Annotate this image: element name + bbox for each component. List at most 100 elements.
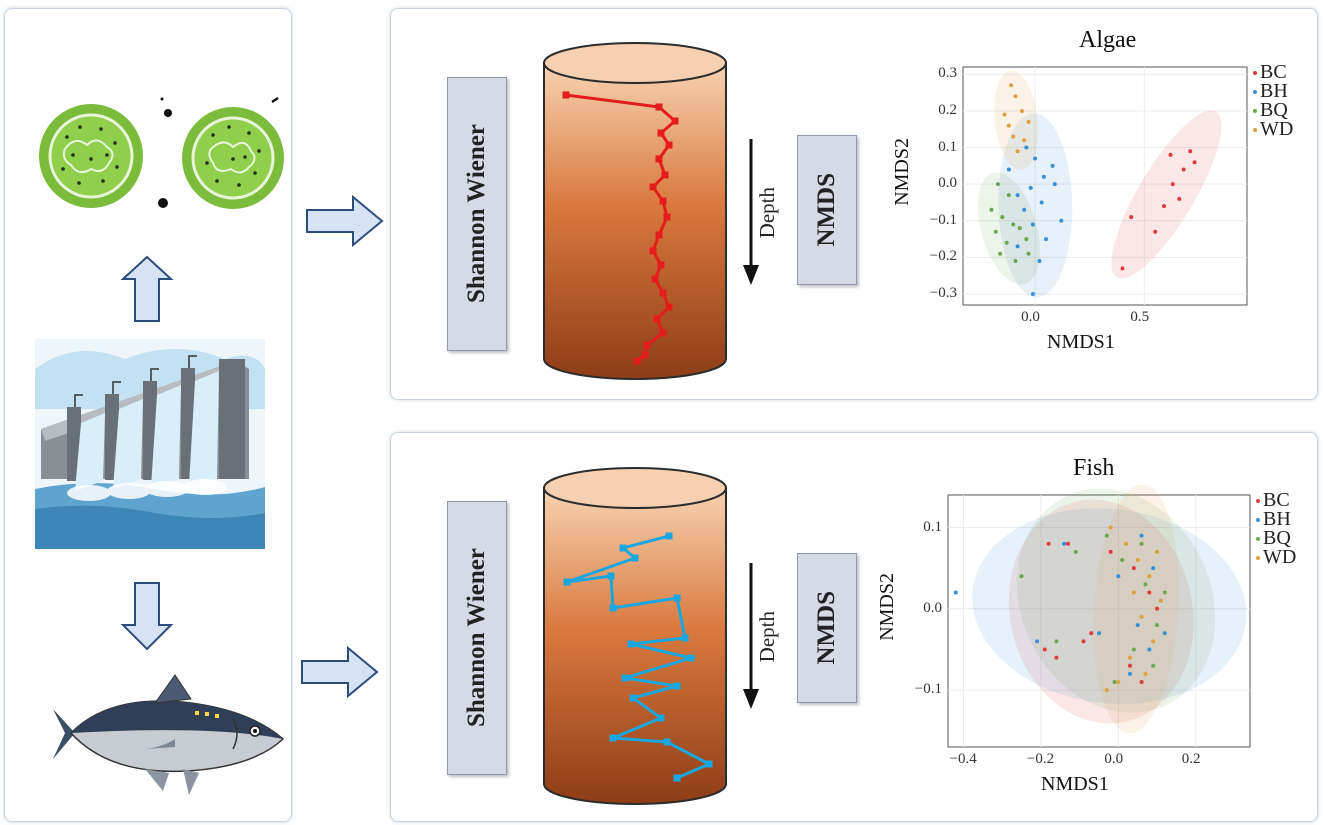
shannon-wiener-label-box: Shannon Wiener: [447, 501, 507, 775]
profile-marker: [671, 117, 679, 125]
scatter-point-wd: [1139, 614, 1144, 619]
y-tick-label: 0.2: [938, 101, 957, 118]
scatter-point-bc: [1131, 566, 1136, 571]
legend-item-bq: BQ: [1253, 100, 1293, 120]
nmds-plot-area: [962, 66, 1248, 306]
sediment-core-fish: [543, 467, 727, 805]
shannon-wiener-label: Shannon Wiener: [463, 124, 490, 304]
scatter-point-bh: [1139, 533, 1144, 538]
scatter-point-bc: [1054, 655, 1059, 660]
x-tick-label: 0.2: [1181, 751, 1201, 767]
profile-marker: [663, 738, 671, 746]
shannon-wiener-label-box: Shannon Wiener: [447, 77, 507, 351]
scatter-point-bq: [1139, 541, 1144, 546]
depth-arrow-fish: [743, 563, 759, 709]
scatter-point-bc: [1127, 663, 1132, 668]
nmds-label-box: NMDS: [797, 135, 857, 285]
plot-frame: [947, 494, 1251, 748]
chart-title: Fish: [1073, 455, 1115, 481]
legend-marker: [1253, 108, 1257, 113]
profile-marker: [621, 674, 629, 682]
confidence-ellipse-bc: [1008, 499, 1194, 724]
y-axis-title: NMDS2: [891, 138, 913, 206]
y-tick-label: −0.1: [914, 681, 942, 698]
scatter-point-bc: [1089, 631, 1094, 636]
profile-marker: [681, 634, 689, 642]
fish-icon: [53, 674, 285, 795]
scatter-point-bq: [1006, 193, 1011, 198]
scatter-point-wd: [1022, 138, 1027, 143]
arrow-up-icon: [120, 255, 174, 322]
arrow-right-icon-bottom: [301, 645, 379, 699]
scatter-point-bq: [1143, 582, 1148, 587]
profile-marker: [657, 129, 665, 137]
nmds-label: NMDS: [813, 173, 840, 247]
scatter-point-wd: [1143, 671, 1148, 676]
scatter-point-bq: [1120, 558, 1125, 563]
scatter-point-wd: [1026, 119, 1031, 124]
scatter-point-wd: [1131, 590, 1136, 595]
x-tick-label: 0.0: [1104, 751, 1124, 767]
scatter-point-bh: [1033, 156, 1038, 161]
x-tick-label: 0.5: [1130, 309, 1150, 325]
x-axis-title: NMDS1: [1047, 331, 1115, 353]
scatter-point-bh: [1044, 237, 1049, 242]
legend-item-bh: BH: [1253, 80, 1293, 102]
fish-diversity-line: [563, 532, 713, 782]
legend-item-wd: WD: [1253, 119, 1293, 139]
scatter-point-bq: [993, 229, 998, 234]
scatter-point-bq: [998, 251, 1003, 256]
scatter-point-wd: [1015, 149, 1020, 154]
profile-marker: [665, 141, 673, 149]
profile-marker: [633, 357, 641, 365]
y-tick-label: 0.1: [938, 138, 957, 155]
profile-marker: [653, 315, 661, 323]
y-tick-label: −0.2: [929, 248, 957, 265]
legend-label: BH: [1260, 80, 1288, 102]
scatter-point-bq: [1024, 237, 1029, 242]
depth-label: Depth: [755, 187, 779, 239]
profile-marker: [659, 197, 667, 205]
scatter-point-bc: [1139, 679, 1144, 684]
profile-marker: [641, 351, 649, 359]
legend-label: WD: [1263, 546, 1297, 568]
legend-label: BH: [1263, 508, 1291, 530]
scatter-point-bh: [1050, 163, 1055, 168]
legend-marker: [1256, 536, 1260, 541]
legend-item-bc: BC: [1256, 490, 1296, 510]
scatter-point-bh: [1015, 193, 1020, 198]
y-tick-label: 0.3: [938, 65, 957, 82]
profile-marker: [705, 760, 713, 768]
profile-marker: [609, 734, 617, 742]
scatter-point-bh: [1097, 631, 1101, 636]
x-tick-label: 0.0: [1021, 309, 1040, 325]
nmds-label-box: NMDS: [797, 553, 857, 703]
scatter-point-bh: [1037, 259, 1042, 264]
profile-marker: [687, 654, 695, 662]
scatter-point-bq: [1131, 647, 1136, 652]
scatter-point-bq: [1011, 222, 1016, 227]
legend-item-bc: BC: [1253, 62, 1293, 82]
algae-panel: Shannon Wiener Depth NMDS Algae 0.0 0.5 0.3…: [390, 8, 1318, 400]
scatter-point-bq: [1019, 574, 1024, 579]
profile-marker: [661, 171, 669, 179]
confidence-ellipse-bh: [972, 508, 1247, 704]
scatter-point-bh: [1028, 185, 1033, 190]
scatter-point-bh: [1039, 200, 1044, 205]
chart-title: Algae: [1079, 27, 1137, 53]
x-axis-title: NMDS1: [1041, 773, 1109, 795]
scatter-point-bh: [1022, 207, 1027, 212]
scatter-point-bq: [1155, 623, 1160, 628]
legend-marker: [1253, 89, 1257, 94]
profile-marker: [665, 532, 673, 540]
scatter-point-wd: [1151, 639, 1156, 644]
profile-marker: [619, 544, 627, 552]
scatter-point-bh: [1116, 574, 1121, 579]
scatter-point-bc: [1177, 196, 1182, 201]
confidence-ellipse-bc: [1111, 110, 1222, 279]
y-tick-label: −0.3: [929, 285, 957, 301]
scatter-point-bq: [1162, 590, 1167, 595]
fish-panel: Shannon Wiener Depth NMDS Fish −0.4 −0.2 0.…: [390, 432, 1318, 822]
profile-marker: [643, 341, 651, 349]
scatter-point-wd: [1013, 94, 1018, 99]
